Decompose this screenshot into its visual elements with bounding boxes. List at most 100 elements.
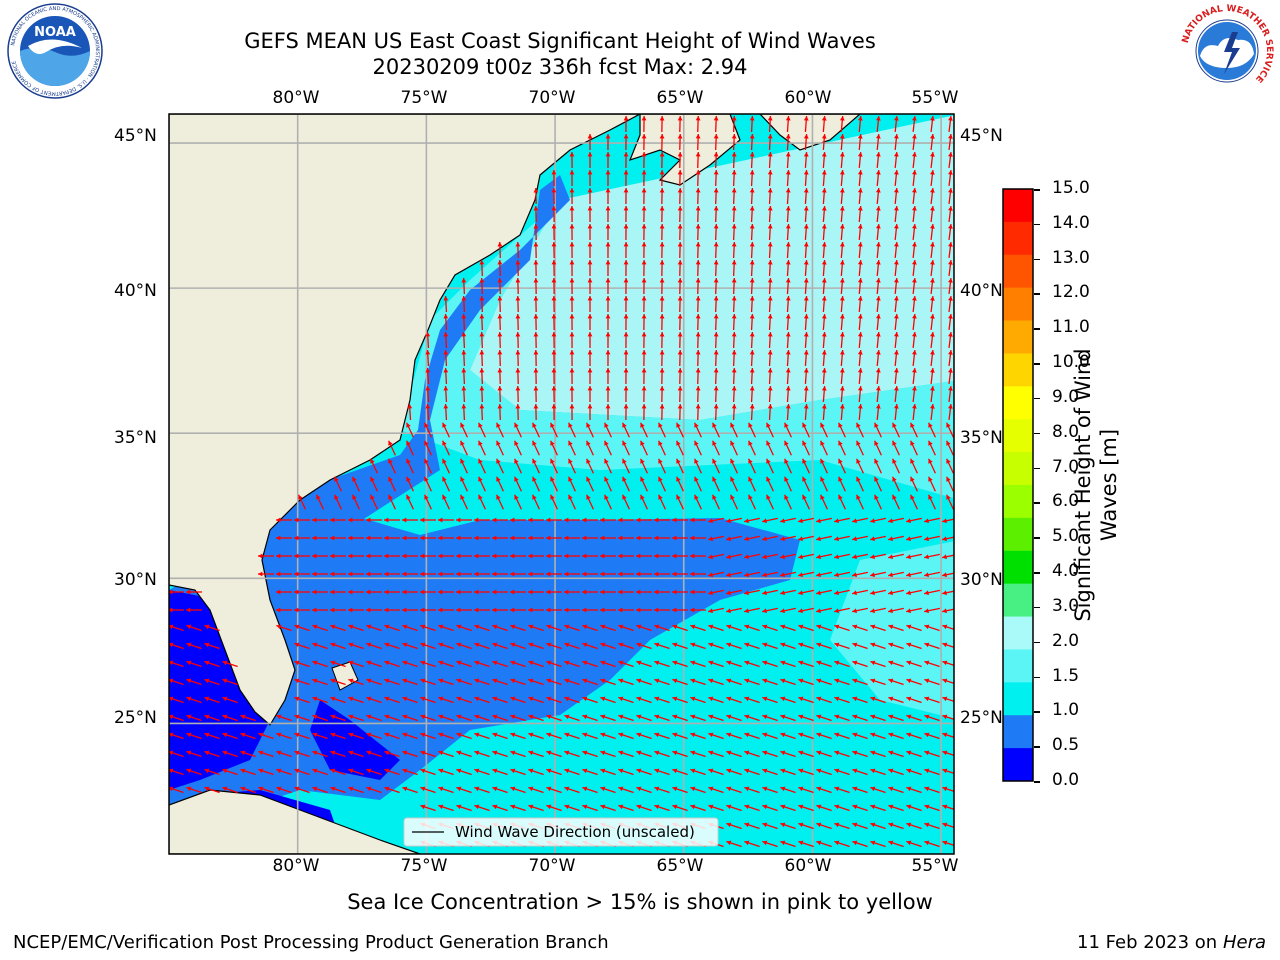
wave-direction-arrow [726,607,742,614]
wave-direction-arrow [798,607,814,614]
wave-direction-arrow [672,786,688,794]
wave-direction-arrow [731,313,737,331]
wave-direction-arrow [924,696,940,704]
wave-direction-arrow [169,607,184,613]
wave-direction-arrow [618,571,634,577]
wave-direction-arrow [586,422,594,438]
wave-direction-arrow [461,331,467,349]
wave-direction-arrow [654,714,670,722]
wave-direction-arrow [604,494,612,510]
wave-direction-arrow [366,750,382,758]
wave-direction-arrow [930,277,935,295]
wave-direction-arrow [546,535,562,541]
wave-direction-arrow [659,115,665,133]
wave-direction-arrow [690,804,706,812]
wave-direction-arrow [942,590,954,596]
wave-direction-arrow [762,589,778,596]
wave-direction-arrow [695,313,701,331]
wave-direction-arrow [857,385,863,403]
colorbar-label: Significant Height of Wind Waves [m] [1070,335,1122,635]
wave-direction-arrow [748,458,756,474]
wave-direction-arrow [767,205,773,223]
colorbar-tick-label: 14.0 [1052,212,1090,233]
wave-direction-arrow [888,804,904,812]
wave-direction-arrow [169,732,184,740]
wave-direction-arrow [510,786,526,794]
wave-direction-arrow [623,367,629,385]
wave-direction-arrow [402,786,418,794]
wave-direction-arrow [587,403,593,421]
wave-direction-arrow [910,494,918,510]
wave-direction-arrow [605,133,611,151]
wave-direction-arrow [510,642,526,650]
wave-direction-arrow [672,678,688,686]
wave-direction-arrow [803,277,809,295]
wave-direction-arrow [726,535,742,542]
wave-direction-arrow [532,458,540,474]
wave-direction-arrow [604,476,612,492]
wave-direction-arrow [912,151,917,169]
wave-direction-arrow [443,367,449,385]
wave-direction-arrow [406,494,414,510]
wave-direction-arrow [312,768,328,776]
wave-direction-arrow [821,241,827,259]
wave-direction-arrow [816,804,832,812]
colorbar-tick-mark [1034,502,1040,504]
wave-direction-arrow [690,660,706,668]
wave-direction-arrow [803,295,809,313]
wave-direction-arrow [821,349,827,367]
wave-direction-arrow [532,440,540,456]
wave-direction-arrow [912,277,917,295]
wave-direction-arrow [749,133,755,151]
wave-direction-arrow [744,696,760,704]
wave-direction-arrow [857,403,863,421]
wave-direction-arrow [893,241,899,259]
wave-direction-arrow [713,385,719,403]
wave-direction-arrow [402,624,418,632]
wave-direction-arrow [731,367,737,385]
wave-direction-arrow [551,295,557,313]
wave-direction-arrow [551,169,557,187]
wave-direction-arrow [474,517,490,523]
wave-direction-arrow [460,458,468,474]
wave-direction-arrow [474,786,490,794]
wave-direction-arrow [659,133,665,151]
wave-direction-arrow [564,642,580,650]
wave-direction-arrow [870,624,886,632]
wave-direction-arrow [834,624,850,632]
wave-direction-arrow [640,494,648,510]
wave-direction-arrow [762,768,778,776]
wave-direction-arrow [636,642,652,650]
wave-direction-arrow [312,714,328,722]
wave-direction-arrow [623,385,629,403]
wave-direction-arrow [294,571,310,577]
wave-direction-arrow [852,535,868,542]
lon-tick-bottom: 70°W [528,856,576,876]
wave-direction-arrow [798,535,814,542]
wave-direction-arrow [839,277,845,295]
wave-direction-arrow [461,403,467,421]
wave-direction-arrow [762,714,778,722]
wave-direction-arrow [312,535,328,541]
wave-direction-arrow [713,115,719,133]
wave-direction-arrow [222,714,238,722]
wave-direction-arrow [384,750,400,758]
wave-direction-arrow [623,133,629,151]
wave-direction-arrow [312,786,328,794]
wave-direction-arrow [852,607,868,614]
wave-direction-arrow [582,535,598,541]
wave-direction-arrow [605,385,611,403]
footer-machine: Hera [1222,932,1266,953]
wave-direction-arrow [384,589,400,595]
wave-direction-arrow [708,786,724,794]
wave-direction-arrow [924,589,940,596]
wave-direction-arrow [641,403,647,421]
wave-direction-arrow [348,589,364,595]
wave-direction-arrow [654,624,670,632]
colorbar-tick-mark [1034,258,1040,261]
wave-direction-arrow [600,804,616,812]
wave-direction-arrow [928,494,936,510]
wave-direction-arrow [276,714,292,722]
wave-direction-arrow [654,642,670,650]
